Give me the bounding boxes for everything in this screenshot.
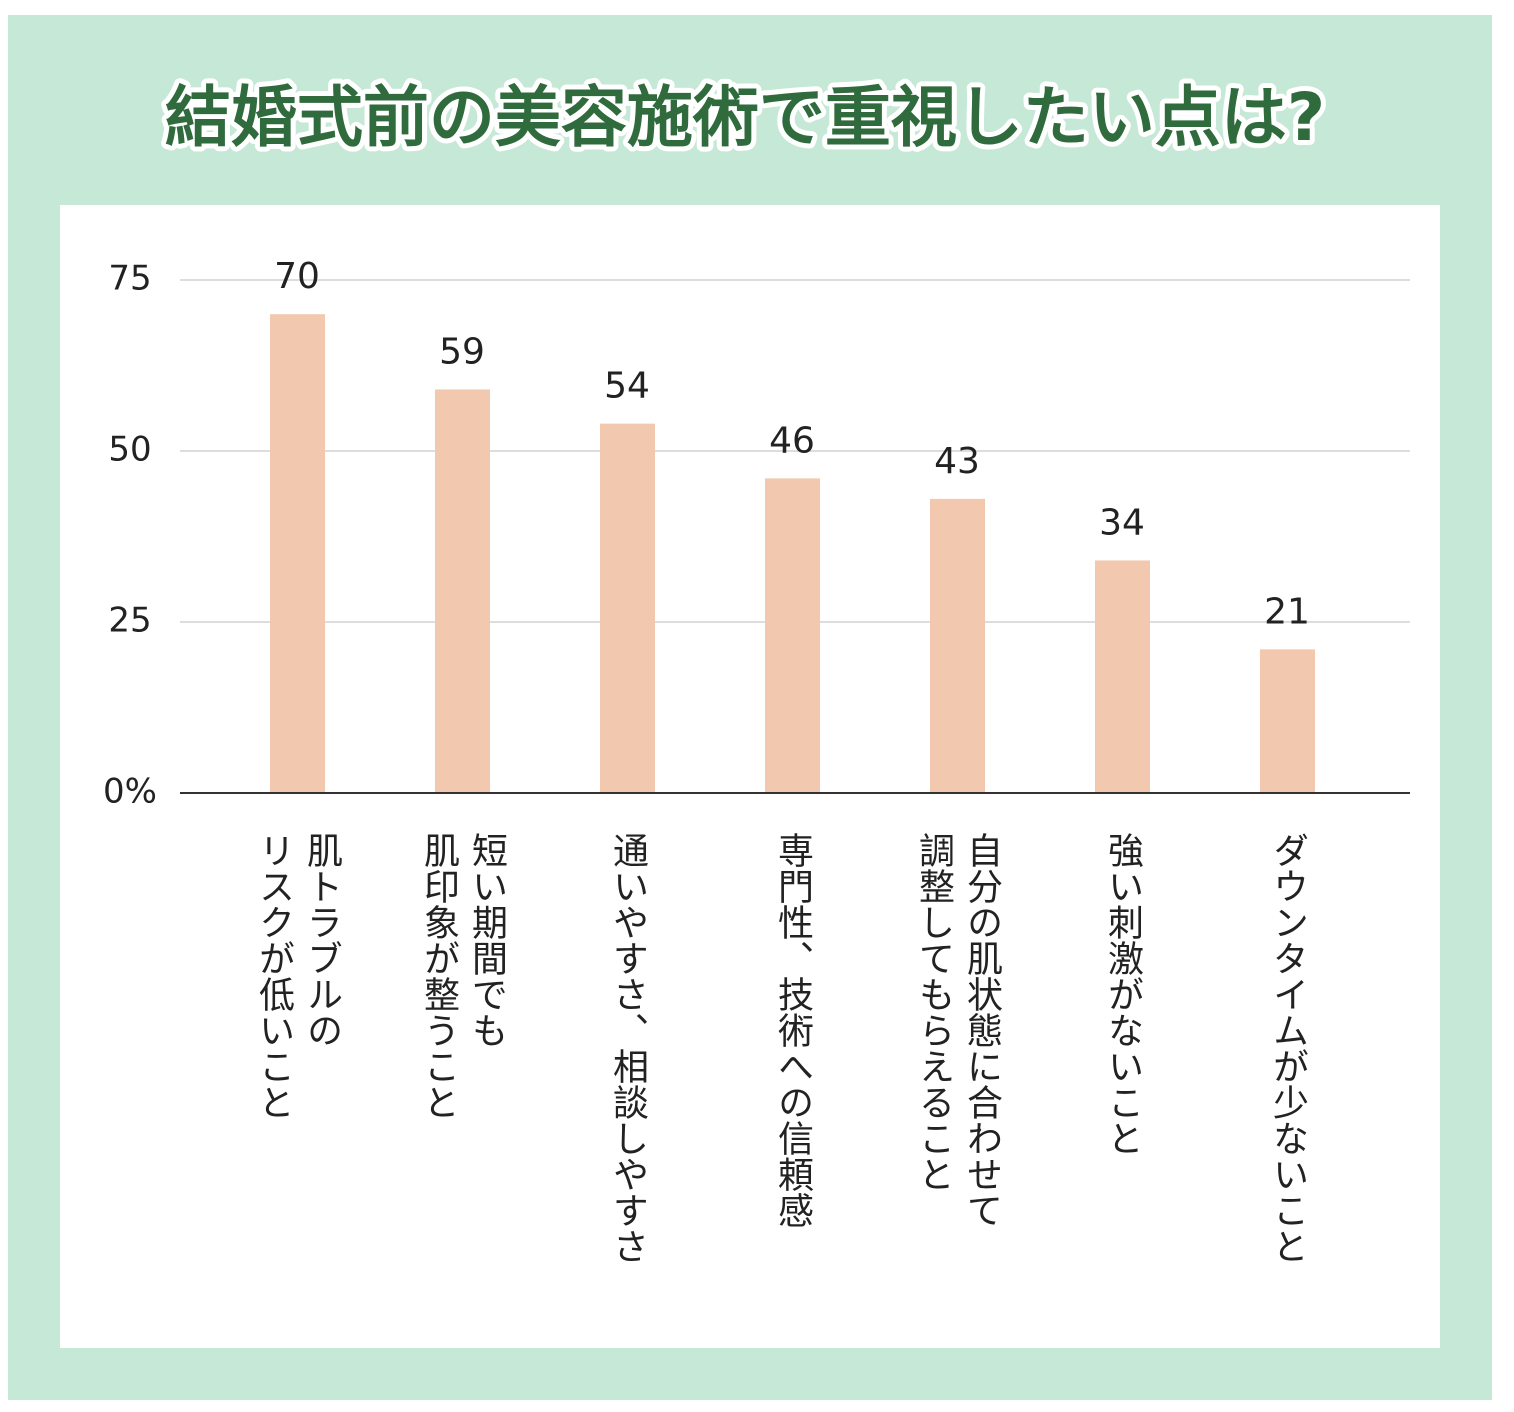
- bar: [435, 389, 490, 793]
- value-label: 46: [769, 420, 815, 461]
- x-tick-label: 強い刺激がないこと: [1102, 832, 1143, 1156]
- value-label: 54: [604, 366, 650, 407]
- bar: [930, 498, 985, 793]
- value-label: 43: [934, 441, 980, 482]
- y-tick-label: 50: [108, 430, 151, 470]
- x-tick-label: 専門性、技術への信頼感: [772, 832, 813, 1228]
- bar: [1095, 560, 1150, 793]
- bar: [600, 423, 655, 793]
- x-tick-label: 肌トラブルの リスクが低いこと: [253, 832, 342, 1120]
- value-label: 59: [439, 331, 485, 372]
- x-tick-label: 通いやすさ、相談しやすさ: [607, 832, 648, 1264]
- chart-title: 結婚式前の美容施術で重視したい点は?: [165, 79, 1325, 156]
- y-tick-label: 0%: [103, 772, 157, 812]
- x-tick-label: ダウンタイムが少ないこと: [1267, 832, 1308, 1264]
- x-tick-label: 短い期間でも 肌印象が整うこと: [418, 832, 507, 1120]
- bar: [1260, 649, 1315, 793]
- x-tick-label: 自分の肌状態に合わせて 調整してもらえること: [913, 832, 1002, 1228]
- panel: [60, 205, 1440, 1348]
- y-tick-label: 25: [108, 601, 151, 641]
- value-label: 21: [1264, 591, 1310, 632]
- y-tick-label: 75: [108, 259, 151, 299]
- value-label: 70: [274, 256, 320, 297]
- bar: [765, 478, 820, 793]
- value-label: 34: [1099, 502, 1145, 543]
- bar: [270, 314, 325, 793]
